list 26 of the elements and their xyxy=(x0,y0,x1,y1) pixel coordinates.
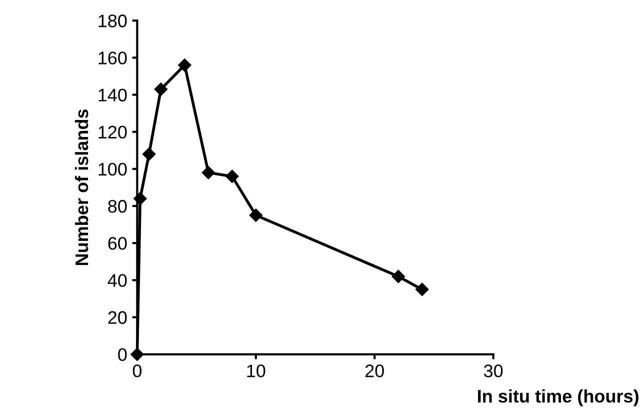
y-tick-label: 160 xyxy=(98,52,127,64)
point xyxy=(178,58,192,72)
y-tick-label: 140 xyxy=(98,88,127,102)
y-tick-label: 20 xyxy=(108,311,127,324)
point xyxy=(226,170,239,183)
y-tick-label: 0 xyxy=(118,348,127,362)
x-tick-label: 20 xyxy=(365,364,384,378)
point xyxy=(392,270,405,284)
y-tick-label: 100 xyxy=(98,162,127,176)
y-tick-label: 180 xyxy=(98,14,127,28)
point xyxy=(142,148,156,161)
x-axis-title: In situ time (hours) xyxy=(478,389,638,406)
point xyxy=(415,282,429,296)
x-tick-label: 30 xyxy=(484,364,503,378)
x-tick-label: 0 xyxy=(132,364,142,378)
point xyxy=(249,208,262,222)
y-axis-title: Number of islands xyxy=(74,109,88,266)
point xyxy=(154,82,168,96)
y-tick-label: 40 xyxy=(108,274,127,287)
point xyxy=(202,166,215,180)
point xyxy=(134,192,147,206)
x-tick-label: 10 xyxy=(247,364,266,378)
y-tick-label: 80 xyxy=(108,200,127,213)
y-tick-label: 120 xyxy=(98,126,127,139)
point xyxy=(130,348,144,361)
y-tick-label: 60 xyxy=(108,237,127,250)
